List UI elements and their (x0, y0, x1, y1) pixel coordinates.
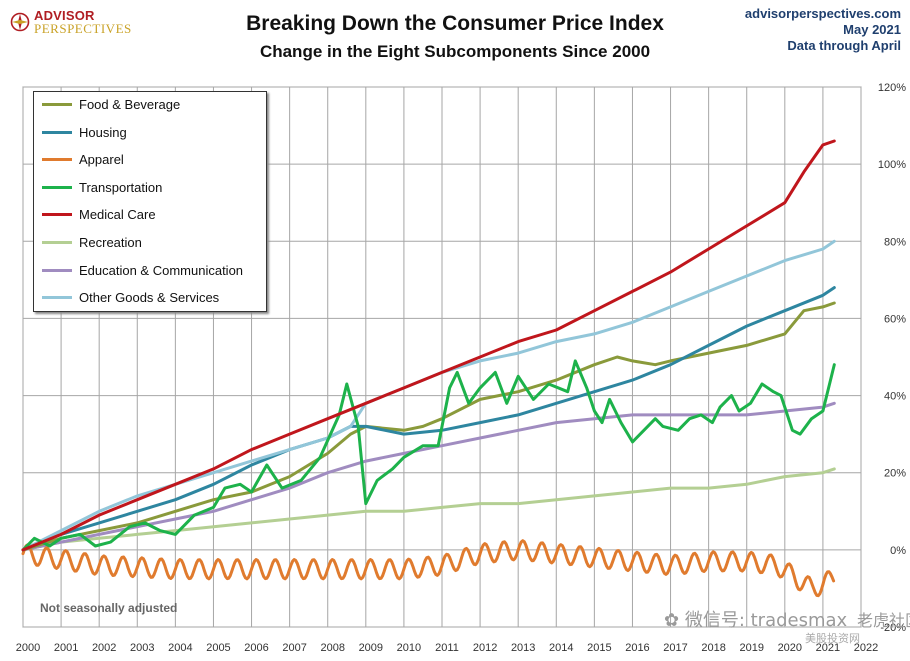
wechat-icon: ✿ (664, 610, 680, 631)
legend-swatch (42, 241, 72, 244)
source-date: May 2021 (843, 22, 901, 37)
brand-name-line1: ADVISOR (34, 8, 95, 23)
watermark-logo-text: 老虎社区 (856, 611, 910, 630)
x-tick-label: 2000 (16, 642, 40, 654)
x-axis-ticks: 2000 2001 2002 2003 2004 2005 2006 2007 2008 2009… (16, 642, 878, 654)
legend-swatch (42, 103, 72, 106)
y-tick-label: -20% (880, 622, 906, 634)
x-tick-label: 2015 (587, 642, 611, 654)
source-site: advisorperspectives.com (744, 6, 901, 21)
y-tick-label: 20% (884, 468, 906, 480)
x-tick-label: 2010 (397, 642, 421, 654)
legend-label: Food & Beverage (79, 97, 181, 112)
x-tick-label: 2011 (435, 642, 459, 654)
x-tick-label: 2013 (511, 642, 535, 654)
y-tick-label: 40% (884, 391, 906, 403)
x-tick-label: 2022 (854, 642, 878, 654)
series-line-housing (21, 286, 836, 552)
source-block: advisorperspectives.com May 2021 Data th… (745, 6, 901, 54)
legend-label: Other Goods & Services (79, 290, 220, 306)
series-line-education (21, 401, 836, 552)
legend-swatch (42, 268, 72, 272)
watermark-sub: 美股投资网 (805, 632, 860, 645)
legend-swatch (42, 185, 72, 189)
x-tick-label: 2019 (739, 642, 763, 654)
chart-subtitle: Change in the Eight Subcomponents Since … (259, 42, 651, 61)
y-tick-label: 60% (884, 313, 906, 325)
x-tick-label: 2020 (778, 642, 802, 654)
source-note: Data through April (787, 38, 901, 53)
y-tick-label: 120% (878, 82, 906, 94)
y-tick-label: 80% (884, 236, 906, 248)
x-tick-label: 2009 (359, 642, 383, 654)
compass-icon (10, 12, 30, 32)
series-line-transport (21, 359, 836, 552)
chart-legend: Food & Beverage Housing Apparel Transportat… (33, 91, 267, 312)
legend-label: Education & Communication (79, 262, 244, 278)
series-line-food (21, 301, 836, 552)
x-tick-label: 2021 (816, 642, 840, 654)
watermark-main: 微信号: tradesmax (684, 610, 848, 631)
x-tick-label: 2014 (549, 642, 573, 654)
legend-swatch (42, 158, 72, 162)
x-tick-label: 2005 (206, 642, 230, 654)
chart-series (21, 139, 836, 598)
chart-title: Breaking Down the Consumer Price Index (246, 12, 664, 35)
x-tick-label: 2004 (168, 642, 192, 654)
series-line-apparel (21, 539, 836, 598)
y-axis-ticks: -20% 0% 20% 40% 60% 80% 100% 120% (878, 82, 906, 634)
brand-name-line2: PERSPECTIVES (34, 21, 132, 36)
x-tick-label: 2018 (701, 642, 725, 654)
y-tick-label: 0% (890, 545, 906, 557)
watermark: ✿ 微信号: tradesmax 老虎社区 (664, 606, 910, 632)
x-tick-label: 2002 (92, 642, 116, 654)
legend-label: Transportation (79, 179, 163, 195)
x-tick-label: 2012 (473, 642, 497, 654)
legend-label: Medical Care (79, 207, 156, 223)
footnote: Not seasonally adjusted (40, 601, 178, 615)
x-tick-label: 2006 (244, 642, 268, 654)
x-tick-label: 2016 (625, 642, 649, 654)
x-tick-label: 2003 (130, 642, 154, 654)
x-tick-label: 2017 (663, 642, 687, 654)
brand-logo: ADVISOR PERSPECTIVES (10, 8, 140, 38)
legend-label: Apparel (79, 152, 124, 168)
y-tick-label: 100% (878, 159, 906, 171)
legend-swatch (42, 296, 72, 300)
x-tick-label: 2001 (54, 642, 78, 654)
legend-swatch (42, 213, 72, 217)
legend-label: Housing (79, 124, 127, 140)
legend-swatch (42, 130, 72, 134)
series-line-medical (21, 139, 836, 552)
x-tick-label: 2008 (320, 642, 344, 654)
legend-label: Recreation (79, 235, 142, 250)
x-tick-label: 2007 (282, 642, 306, 654)
